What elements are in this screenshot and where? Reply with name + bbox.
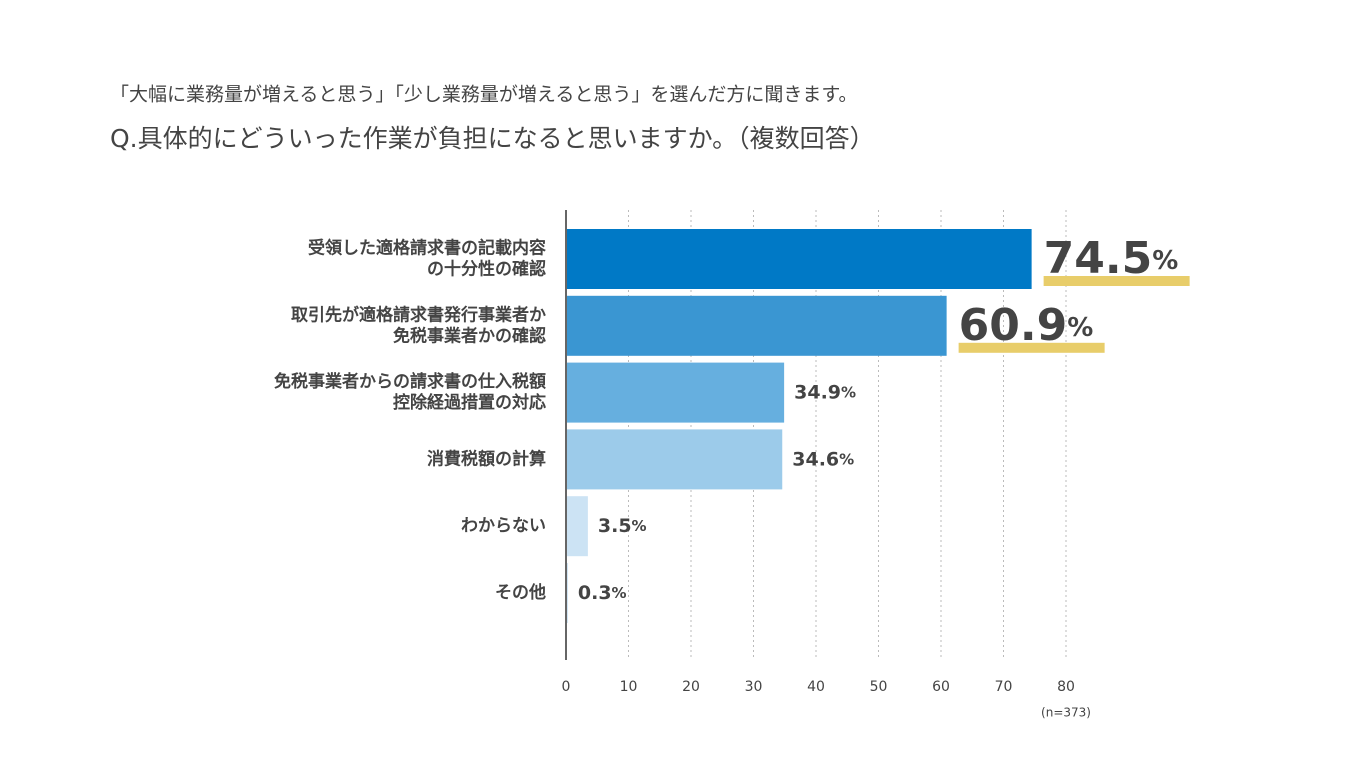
chart-title: Q.具体的にどういった作業が負担になると思いますか。（複数回答）	[110, 124, 875, 153]
x-tick-label: 80	[1057, 679, 1075, 695]
value-label: 74.5%	[1044, 233, 1179, 284]
x-tick-label: 40	[807, 679, 825, 695]
x-tick-label: 50	[870, 679, 888, 695]
x-tick-label: 60	[932, 679, 950, 695]
y-tick-label: わからない	[461, 516, 546, 536]
bar	[566, 362, 785, 423]
y-tick-label: の十分性の確認	[427, 259, 546, 280]
y-tick-label: 取引先が適格請求書発行事業者か	[291, 304, 546, 325]
x-tick-label: 0	[562, 679, 571, 695]
value-label: 34.9%	[794, 381, 856, 403]
value-label: 34.6%	[792, 448, 854, 470]
y-tick-label: 免税事業者からの請求書の仕入税額	[274, 371, 546, 392]
y-tick-label: 控除経過措置の対応	[393, 392, 546, 413]
sample-note: (n=373)	[1041, 706, 1091, 720]
y-tick-label: 免税事業者かの確認	[393, 325, 546, 346]
x-tick-label: 30	[745, 679, 763, 695]
x-tick-label: 10	[620, 679, 638, 695]
label-highlight	[1043, 276, 1190, 286]
bar	[566, 229, 1032, 289]
value-label: 0.3%	[578, 582, 627, 604]
bar	[566, 295, 947, 356]
y-tick-label: 受領した適格請求書の記載内容	[308, 238, 546, 259]
y-tick-label: その他	[495, 582, 546, 603]
y-tick-label: 消費税額の計算	[427, 448, 546, 469]
bar	[566, 429, 783, 490]
label-highlight	[958, 342, 1105, 353]
x-tick-label: 70	[995, 679, 1013, 695]
chart-subtitle: 「大幅に業務量が増えると思う」「少し業務量が増えると思う」を選んだ方に聞きます。	[110, 84, 857, 106]
x-tick-label: 20	[682, 679, 700, 695]
bar	[566, 496, 588, 557]
value-label: 60.9%	[959, 300, 1094, 351]
value-label: 3.5%	[598, 515, 647, 537]
